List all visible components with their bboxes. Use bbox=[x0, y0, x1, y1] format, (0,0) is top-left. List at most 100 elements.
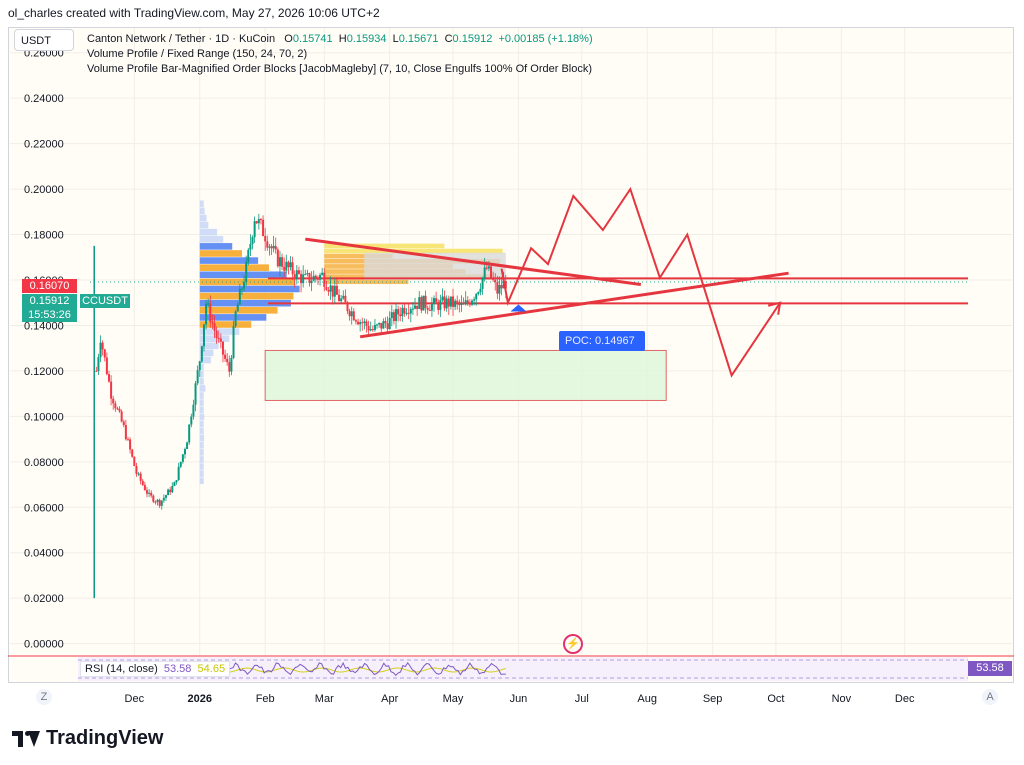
x-tick-label: Oct bbox=[767, 693, 784, 705]
candle-body bbox=[471, 301, 473, 305]
candle-body bbox=[97, 357, 99, 371]
profile-bar bbox=[200, 392, 204, 399]
y-tick-label: 0.12000 bbox=[24, 366, 64, 378]
candle-body bbox=[262, 220, 264, 236]
candle-body bbox=[414, 306, 416, 309]
last-price-pill: 0.15912 15:53:26 bbox=[22, 294, 77, 322]
candle-body bbox=[292, 262, 294, 274]
candle-body bbox=[365, 321, 367, 325]
candle-body bbox=[351, 311, 353, 316]
candle-body bbox=[435, 298, 437, 302]
candle-body bbox=[298, 270, 300, 274]
candle-body bbox=[431, 304, 433, 311]
candle-body bbox=[429, 310, 431, 311]
legend-symbol[interactable]: Canton Network / Tether · 1D · KuCoin bbox=[87, 33, 275, 45]
candle-body bbox=[182, 454, 184, 462]
candle-body bbox=[454, 301, 456, 307]
profile-bar bbox=[200, 378, 204, 385]
candle-body bbox=[475, 294, 477, 299]
x-tick-label: May bbox=[443, 693, 464, 705]
candle-body bbox=[239, 289, 241, 305]
y-tick-label: 0.18000 bbox=[24, 230, 64, 242]
y-tick-label: 0.10000 bbox=[24, 411, 64, 423]
candle-body bbox=[110, 382, 112, 399]
profile-bar bbox=[200, 229, 217, 236]
rsi-smoothed: 54.65 bbox=[198, 663, 226, 675]
currency-button[interactable]: USDT bbox=[14, 29, 74, 51]
candle-body bbox=[285, 262, 287, 271]
candle-body bbox=[277, 250, 279, 267]
candle-body bbox=[114, 403, 116, 408]
candle-body bbox=[279, 257, 281, 266]
candle-body bbox=[226, 359, 228, 362]
candle-body bbox=[323, 273, 325, 287]
candle-body bbox=[209, 303, 211, 322]
candle-body bbox=[133, 457, 135, 466]
auto-scale-button[interactable]: A bbox=[982, 689, 998, 705]
candle-body bbox=[190, 417, 192, 425]
candle-body bbox=[161, 501, 163, 506]
profile-bar bbox=[200, 463, 204, 470]
candle-body bbox=[154, 502, 156, 503]
legend-high: 0.15934 bbox=[347, 33, 387, 45]
candle-body bbox=[412, 309, 414, 310]
candle-body bbox=[121, 411, 123, 421]
indicator-volume-profile[interactable]: Volume Profile / Fixed Range (150, 24, 7… bbox=[87, 47, 593, 62]
candle-body bbox=[473, 299, 475, 300]
candle-body bbox=[374, 325, 376, 330]
rsi-badge: 53.58 bbox=[968, 661, 1012, 676]
candle-body bbox=[439, 300, 441, 310]
candle-body bbox=[249, 244, 251, 250]
candle-body bbox=[498, 285, 500, 294]
timezone-button[interactable]: Z bbox=[36, 689, 52, 705]
legend-low: 0.15671 bbox=[399, 33, 439, 45]
candle-body bbox=[353, 311, 355, 320]
candle-body bbox=[342, 296, 344, 299]
candle-body bbox=[216, 331, 218, 338]
candle-body bbox=[425, 296, 427, 308]
bar-countdown: 15:53:26 bbox=[22, 308, 77, 322]
candle-body bbox=[203, 325, 205, 347]
profile-bar bbox=[200, 385, 206, 392]
candle-body bbox=[363, 321, 365, 323]
candle-body bbox=[241, 289, 243, 290]
y-tick-label: 0.14000 bbox=[24, 320, 64, 332]
profile-bar bbox=[200, 215, 207, 222]
candle-body bbox=[296, 270, 298, 279]
candle-body bbox=[340, 298, 342, 301]
candle-body bbox=[228, 362, 230, 372]
candle-body bbox=[230, 358, 232, 372]
candle-body bbox=[368, 326, 370, 330]
candle-body bbox=[501, 285, 503, 288]
candle-body bbox=[450, 296, 452, 306]
candle-body bbox=[336, 286, 338, 295]
candle-body bbox=[157, 500, 159, 502]
candle-body bbox=[433, 298, 435, 304]
event-flash-icon[interactable]: ⚡ bbox=[563, 634, 583, 654]
candle-body bbox=[492, 278, 494, 280]
indicator-order-blocks[interactable]: Volume Profile Bar-Magnified Order Block… bbox=[87, 62, 593, 77]
candle-body bbox=[355, 320, 357, 321]
rsi-legend[interactable]: RSI (14, close) 53.58 54.65 bbox=[80, 661, 230, 677]
candle-body bbox=[205, 304, 207, 325]
y-tick-label: 0.20000 bbox=[24, 184, 64, 196]
y-tick-label: 0.06000 bbox=[24, 502, 64, 514]
tradingview-logo: TradingView bbox=[12, 727, 163, 750]
candle-body bbox=[108, 374, 110, 381]
candle-body bbox=[357, 322, 359, 325]
candle-body bbox=[311, 281, 313, 283]
candle-body bbox=[446, 298, 448, 308]
profile-bar bbox=[200, 286, 300, 293]
candle-body bbox=[256, 221, 258, 223]
x-tick-label: 2026 bbox=[188, 693, 212, 705]
candle-body bbox=[418, 297, 420, 309]
legend-change: +0.00185 (+1.18%) bbox=[498, 33, 592, 45]
y-tick-label: 0.24000 bbox=[24, 93, 64, 105]
candle-body bbox=[393, 312, 395, 321]
candle-body bbox=[441, 297, 443, 301]
rsi-value: 53.58 bbox=[164, 663, 192, 675]
profile-bar bbox=[200, 428, 204, 435]
candle-body bbox=[116, 408, 118, 409]
x-tick-label: Feb bbox=[256, 693, 275, 705]
